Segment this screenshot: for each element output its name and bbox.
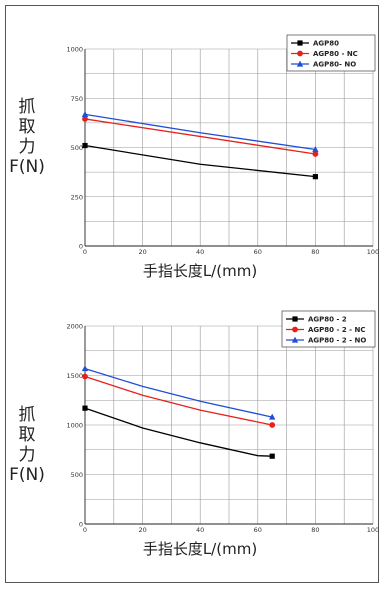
y-tick-label: 0	[79, 243, 83, 251]
legend-label: AGP80 - 2	[308, 316, 347, 324]
y-tick-label: 0	[79, 521, 83, 529]
legend-label: AGP80 - 2 - NO	[308, 337, 366, 345]
x-axis-label: 手指长度L/(mm)	[143, 540, 257, 558]
series-line-3	[84, 367, 273, 418]
y-tick-label: 500	[71, 144, 83, 152]
figure-frame	[5, 5, 379, 583]
y-tick-label: 750	[71, 95, 83, 103]
y-tick-label: 2000	[66, 323, 83, 331]
y-axis-label: 抓	[19, 405, 36, 425]
data-point	[269, 422, 276, 428]
x-tick-label: 100	[367, 248, 379, 256]
legend-marker	[292, 326, 298, 333]
y-axis-label: F(N)	[9, 465, 45, 485]
legend-label: AGP80 - 2 - NC	[308, 326, 365, 334]
legend-marker	[292, 316, 298, 322]
x-tick-label: 80	[311, 248, 319, 256]
legend-label: AGP80- NO	[313, 61, 356, 69]
data-point	[82, 405, 88, 411]
legend-marker	[297, 50, 303, 57]
data-point	[269, 413, 276, 420]
x-tick-label: 20	[138, 248, 146, 256]
legend: AGP80 AGP80 - NC AGP80- NO	[286, 34, 376, 72]
y-axis-label: 取	[19, 117, 36, 137]
x-tick-label: 60	[254, 248, 262, 256]
x-tick-label: 100	[367, 526, 379, 534]
y-axis-label: 力	[19, 445, 36, 465]
x-axis-label: 手指长度L/(mm)	[143, 262, 257, 280]
y-axis-label: 力	[19, 137, 36, 157]
data-point	[82, 142, 88, 149]
legend: AGP80 - 2 AGP80 - 2 - NC AGP80 - 2 - NO	[281, 310, 376, 348]
data-point	[82, 116, 88, 122]
data-point	[269, 453, 275, 459]
x-tick-label: 20	[138, 526, 146, 534]
y-tick-label: 1000	[66, 422, 83, 430]
series-line-1	[84, 144, 316, 178]
x-tick-label: 0	[83, 526, 87, 534]
legend-marker	[291, 336, 299, 343]
series-line-1	[84, 407, 273, 457]
data-point	[312, 146, 319, 153]
x-tick-label: 0	[83, 248, 87, 256]
x-tick-label: 40	[196, 248, 204, 256]
series-line-2	[84, 375, 273, 426]
data-point	[312, 151, 319, 157]
series-line-2	[84, 118, 316, 155]
y-tick-label: 250	[71, 193, 83, 201]
x-tick-label: 80	[311, 526, 319, 534]
x-tick-label: 40	[196, 526, 204, 534]
data-point	[82, 373, 88, 380]
y-axis-label: 取	[19, 425, 36, 445]
legend-label: AGP80 - NC	[313, 50, 358, 58]
legend-label: AGP80	[313, 40, 339, 48]
y-axis-label: F(N)	[9, 157, 45, 177]
legend-marker	[297, 40, 303, 46]
data-point	[312, 174, 318, 180]
data-point	[81, 365, 89, 372]
data-point	[81, 111, 89, 118]
y-tick-label: 1500	[66, 372, 83, 380]
legend-marker	[296, 60, 304, 67]
series-line-3	[84, 113, 316, 151]
y-tick-label: 1000	[66, 46, 83, 54]
y-axis-label: 抓	[19, 97, 36, 117]
y-tick-label: 500	[71, 471, 83, 479]
x-tick-label: 60	[254, 526, 262, 534]
